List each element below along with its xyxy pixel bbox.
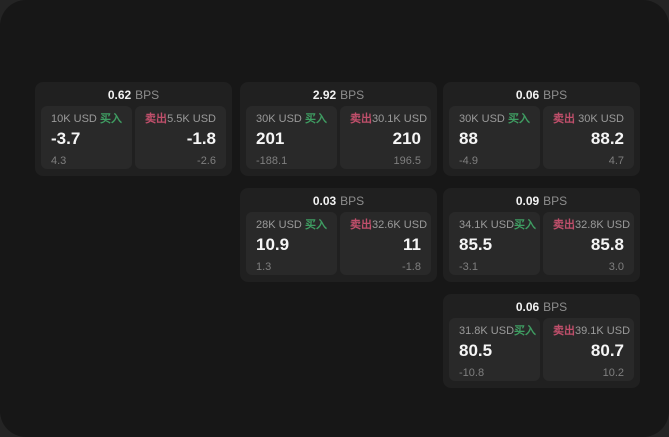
- bps-unit: BPS: [340, 88, 365, 102]
- sell-panel[interactable]: 卖出 30K USD 88.2 4.7: [543, 106, 634, 169]
- buy-delta: -188.1: [256, 155, 288, 167]
- buy-amount: 34.1K USD: [459, 219, 515, 231]
- bps-header: 0.62 BPS: [35, 82, 232, 106]
- buy-delta: -10.8: [459, 367, 485, 379]
- sell-panel[interactable]: 卖出 30.1K USD 210 196.5: [340, 106, 431, 169]
- bps-header: 0.06 BPS: [443, 294, 640, 318]
- sell-side-label: 卖出: [350, 113, 372, 125]
- sell-delta: -2.6: [197, 155, 216, 167]
- buy-amount: 30K USD: [256, 113, 302, 125]
- sell-price: 80.7: [590, 341, 624, 360]
- sell-panel[interactable]: 卖出 39.1K USD 80.7 10.2: [543, 318, 634, 381]
- bps-header: 0.06 BPS: [443, 82, 640, 106]
- bps-header: 0.09 BPS: [443, 188, 640, 212]
- sell-panel[interactable]: 卖出 5.5K USD -1.8 -2.6: [135, 106, 226, 169]
- sell-price: 88.2: [590, 129, 624, 148]
- quote-card[interactable]: 2.92 BPS 30K USD 买入 201 -188.1 卖出 30.1K …: [240, 82, 437, 176]
- buy-price: 80.5: [459, 341, 493, 360]
- sell-amount: 32.8K USD: [575, 219, 631, 231]
- bps-header: 2.92 BPS: [240, 82, 437, 106]
- panels-row: 31.8K USD 买入 80.5 -10.8 卖出 39.1K USD 80.…: [443, 318, 640, 381]
- bps-value: 0.03: [312, 194, 337, 208]
- quote-card[interactable]: 0.09 BPS 34.1K USD 买入 85.5 -3.1 卖出 32.8K…: [443, 188, 640, 282]
- bps-value: 2.92: [312, 88, 337, 102]
- buy-price: -3.7: [51, 129, 81, 148]
- buy-delta: 1.3: [256, 261, 272, 273]
- bps-unit: BPS: [340, 194, 365, 208]
- buy-delta: -3.1: [459, 261, 478, 273]
- buy-panel[interactable]: 34.1K USD 买入 85.5 -3.1: [449, 212, 540, 275]
- buy-side-label: 买入: [514, 325, 537, 337]
- buy-side-label: 买入: [305, 219, 327, 231]
- buy-amount: 30K USD: [459, 113, 505, 125]
- buy-price: 10.9: [256, 235, 290, 254]
- buy-amount: 28K USD: [256, 219, 302, 231]
- sell-side-label: 卖出: [553, 325, 575, 337]
- sell-delta: 10.2: [602, 367, 624, 379]
- buy-price: 88: [459, 129, 478, 148]
- quote-card[interactable]: 0.03 BPS 28K USD 买入 10.9 1.3 卖出 32.6K US…: [240, 188, 437, 282]
- buy-side-label: 买入: [100, 113, 122, 125]
- bps-unit: BPS: [543, 194, 568, 208]
- panels-row: 28K USD 买入 10.9 1.3 卖出 32.6K USD 11 -1.8: [240, 212, 437, 275]
- bps-header: 0.03 BPS: [240, 188, 437, 212]
- sell-side-label: 卖出: [553, 219, 575, 231]
- sell-delta: 3.0: [608, 261, 624, 273]
- sell-amount: 30K USD: [578, 113, 624, 125]
- sell-panel[interactable]: 卖出 32.6K USD 11 -1.8: [340, 212, 431, 275]
- bps-value: 0.06: [515, 88, 540, 102]
- buy-panel[interactable]: 31.8K USD 买入 80.5 -10.8: [449, 318, 540, 381]
- buy-delta: -4.9: [459, 155, 478, 167]
- sell-delta: 196.5: [393, 155, 421, 167]
- sell-side-label: 卖出: [553, 113, 575, 125]
- sell-side-label: 卖出: [350, 219, 372, 231]
- quote-card[interactable]: 0.06 BPS 31.8K USD 买入 80.5 -10.8 卖出 39.1…: [443, 294, 640, 388]
- sell-price: 85.8: [590, 235, 624, 254]
- quote-card[interactable]: 0.62 BPS 10K USD 买入 -3.7 4.3 卖出 5.5K USD…: [35, 82, 232, 176]
- sell-delta: 4.7: [608, 155, 624, 167]
- panels-row: 10K USD 买入 -3.7 4.3 卖出 5.5K USD -1.8 -2.…: [35, 106, 232, 169]
- buy-price: 201: [256, 129, 285, 148]
- bps-value: 0.62: [107, 88, 132, 102]
- buy-side-label: 买入: [305, 113, 327, 125]
- buy-amount: 31.8K USD: [459, 325, 515, 337]
- panels-row: 34.1K USD 买入 85.5 -3.1 卖出 32.8K USD 85.8…: [443, 212, 640, 275]
- buy-side-label: 买入: [514, 219, 537, 231]
- sell-side-label: 卖出: [145, 113, 167, 125]
- panels-row: 30K USD 买入 201 -188.1 卖出 30.1K USD 210 1…: [240, 106, 437, 169]
- panels-row: 30K USD 买入 88 -4.9 卖出 30K USD 88.2 4.7: [443, 106, 640, 169]
- buy-price: 85.5: [459, 235, 493, 254]
- sell-price: 210: [392, 129, 421, 148]
- bps-unit: BPS: [543, 88, 568, 102]
- buy-delta: 4.3: [51, 155, 67, 167]
- sell-panel[interactable]: 卖出 32.8K USD 85.8 3.0: [543, 212, 634, 275]
- bps-unit: BPS: [543, 300, 568, 314]
- sell-amount: 32.6K USD: [372, 219, 428, 231]
- buy-panel[interactable]: 10K USD 买入 -3.7 4.3: [41, 106, 132, 169]
- bps-value: 0.09: [515, 194, 540, 208]
- buy-panel[interactable]: 28K USD 买入 10.9 1.3: [246, 212, 337, 275]
- buy-panel[interactable]: 30K USD 买入 201 -188.1: [246, 106, 337, 169]
- sell-amount: 30.1K USD: [372, 113, 428, 125]
- bps-unit: BPS: [135, 88, 160, 102]
- buy-amount: 10K USD: [51, 113, 97, 125]
- sell-amount: 39.1K USD: [575, 325, 631, 337]
- buy-panel[interactable]: 30K USD 买入 88 -4.9: [449, 106, 540, 169]
- bps-value: 0.06: [515, 300, 540, 314]
- sell-amount: 5.5K USD: [167, 113, 216, 125]
- sell-price: -1.8: [186, 129, 216, 148]
- quote-card[interactable]: 0.06 BPS 30K USD 买入 88 -4.9 卖出 30K USD 8…: [443, 82, 640, 176]
- sell-price: 11: [403, 235, 421, 254]
- buy-side-label: 买入: [508, 113, 530, 125]
- sell-delta: -1.8: [402, 261, 421, 273]
